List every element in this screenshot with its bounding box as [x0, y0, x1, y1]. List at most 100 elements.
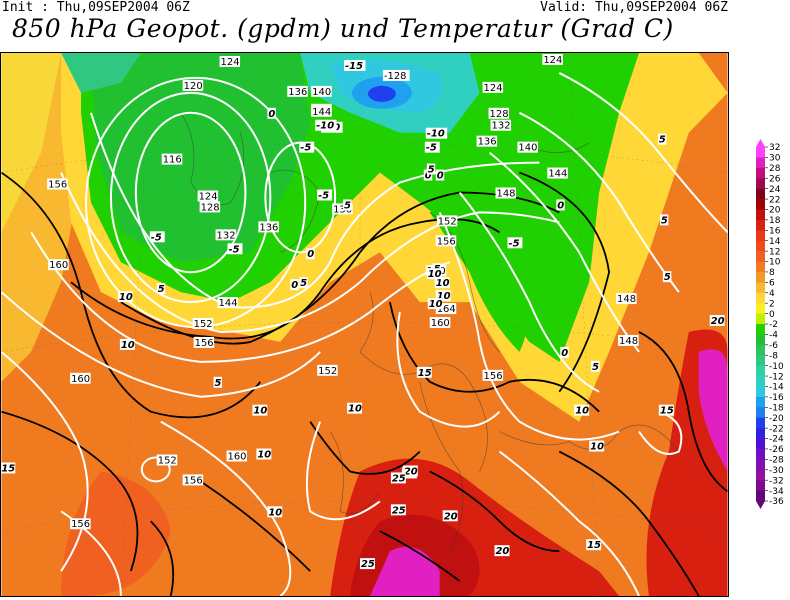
geopotential-label: 152: [318, 366, 337, 377]
temperature-label: 25: [392, 473, 406, 484]
legend-tick-label: 16: [769, 226, 781, 236]
geopotential-label-bg: [48, 259, 69, 271]
legend-tick-label: -34: [769, 487, 784, 497]
legend-swatch: [756, 355, 765, 366]
temperature-label-bg: [425, 127, 448, 139]
legend-swatch: [756, 313, 765, 325]
temperature-label: 10: [121, 340, 135, 351]
geopotential-label-bg: [616, 293, 637, 305]
temperature-label: -5: [508, 238, 519, 249]
legend-tick-label: -4: [769, 331, 778, 341]
legend-tick-label: 26: [769, 174, 781, 184]
legend-top-arrow: [756, 139, 765, 147]
legend-tick-label: -12: [769, 372, 784, 382]
legend-swatch: [756, 376, 765, 387]
temperature-label-bg: [424, 141, 440, 153]
legend-swatch: [756, 386, 765, 398]
geopotential-label: 156: [71, 519, 90, 530]
temperature-label: 15: [660, 406, 674, 417]
legend-swatch: [756, 199, 765, 210]
legend-tick-label: 0: [769, 310, 775, 320]
temperature-label-bg: [426, 163, 436, 175]
geopotential-label-bg: [476, 135, 498, 147]
geopotential-label-bg: [490, 119, 512, 131]
temperature-label-bg: [156, 283, 166, 295]
geopotential-label: 124: [543, 55, 562, 66]
geopotential-label: 156: [184, 475, 203, 486]
temperature-label: 5: [158, 284, 165, 295]
legend-tick-label: 18: [769, 216, 781, 226]
temperature-label-bg: [442, 510, 458, 522]
temperature-label: 10: [429, 299, 443, 310]
geopotential-label: 156: [195, 338, 214, 349]
geopotential-label-bg: [332, 203, 353, 215]
legend-tick-label: -10: [769, 362, 784, 372]
temperature-label: 0: [307, 249, 314, 260]
geopotential-label: 128: [490, 109, 509, 120]
legend-tick-label: 6: [769, 279, 775, 289]
geopotential-label: 156: [48, 180, 67, 191]
geopotential-label-bg: [258, 221, 279, 233]
geopotential-label-bg: [488, 107, 510, 119]
legend-swatch: [756, 365, 765, 377]
temperature-label-bg: [1, 462, 16, 474]
geopotential-label: 156: [437, 236, 456, 247]
temperature-label: 20: [496, 546, 510, 557]
legend-swatch: [756, 261, 765, 273]
geopotential-label: 132: [217, 230, 236, 241]
temperature-label-bg: [117, 291, 133, 303]
legend-tick-label: 10: [769, 258, 781, 268]
temperature-label: 5: [592, 362, 599, 373]
temperature-label: -15: [345, 61, 363, 72]
temperature-label: 0: [561, 348, 568, 359]
legend-tick-label: -18: [769, 403, 784, 413]
temperature-label-bg: [290, 279, 299, 291]
geopotential-label-bg: [192, 318, 214, 329]
temperature-label-bg: [360, 558, 375, 570]
legend-swatch: [756, 271, 765, 283]
legend-tick-label: 28: [769, 164, 781, 174]
temperature-label: 20: [444, 511, 458, 522]
temperature-label-bg: [435, 290, 451, 302]
legend-tick-label: -20: [769, 414, 784, 424]
temperature-label: 10: [437, 291, 451, 302]
temperature-label: -10: [316, 121, 334, 132]
legend-tick-label: 8: [769, 268, 775, 278]
geopotential-label-bg: [182, 474, 204, 486]
temperature-label: 5: [428, 165, 435, 176]
geopotential-label: 116: [163, 155, 182, 166]
temperature-label: 10: [348, 404, 362, 415]
temperature-label: 10: [253, 406, 267, 417]
geopotential-label-bg: [436, 215, 458, 227]
temperature-label-bg: [344, 59, 366, 71]
geopotential-label: 132: [492, 121, 511, 132]
temperature-label-bg: [586, 539, 602, 551]
geopotential-label: 136: [478, 137, 497, 148]
geopotential-label: 160: [49, 260, 68, 271]
legend-tick-label: 20: [769, 206, 781, 216]
temperature-label-bg: [709, 315, 725, 326]
geopotential-label-bg: [517, 141, 538, 153]
temperature-label: 20: [711, 316, 725, 327]
legend-swatch: [756, 147, 765, 158]
geopotential-label: 164: [437, 304, 456, 315]
legend-swatch: [756, 219, 765, 231]
legend-tick-label: -16: [769, 393, 784, 403]
temperature-label-bg: [267, 107, 276, 119]
geopotential-label: 144: [219, 298, 238, 309]
temperature-label: 15: [587, 540, 601, 551]
temperature-label: 5: [659, 135, 666, 146]
legend-swatch: [756, 407, 765, 419]
map-title: 850 hPa Geopot. (gpdm) und Temperatur (G…: [12, 14, 674, 43]
temperature-label: 15: [1, 463, 15, 474]
geopotential-label: 140: [518, 143, 537, 154]
temperature-label: 5: [661, 215, 668, 226]
legend-swatch: [756, 396, 765, 408]
legend-swatch: [756, 230, 765, 242]
legend-tick-label: -28: [769, 456, 784, 466]
legend-swatch: [756, 448, 765, 460]
geopotential-label-bg: [382, 69, 410, 81]
temperature-label: 10: [428, 269, 442, 280]
geopotential-label: -128: [384, 71, 407, 82]
geopotential-label-bg: [70, 372, 91, 384]
